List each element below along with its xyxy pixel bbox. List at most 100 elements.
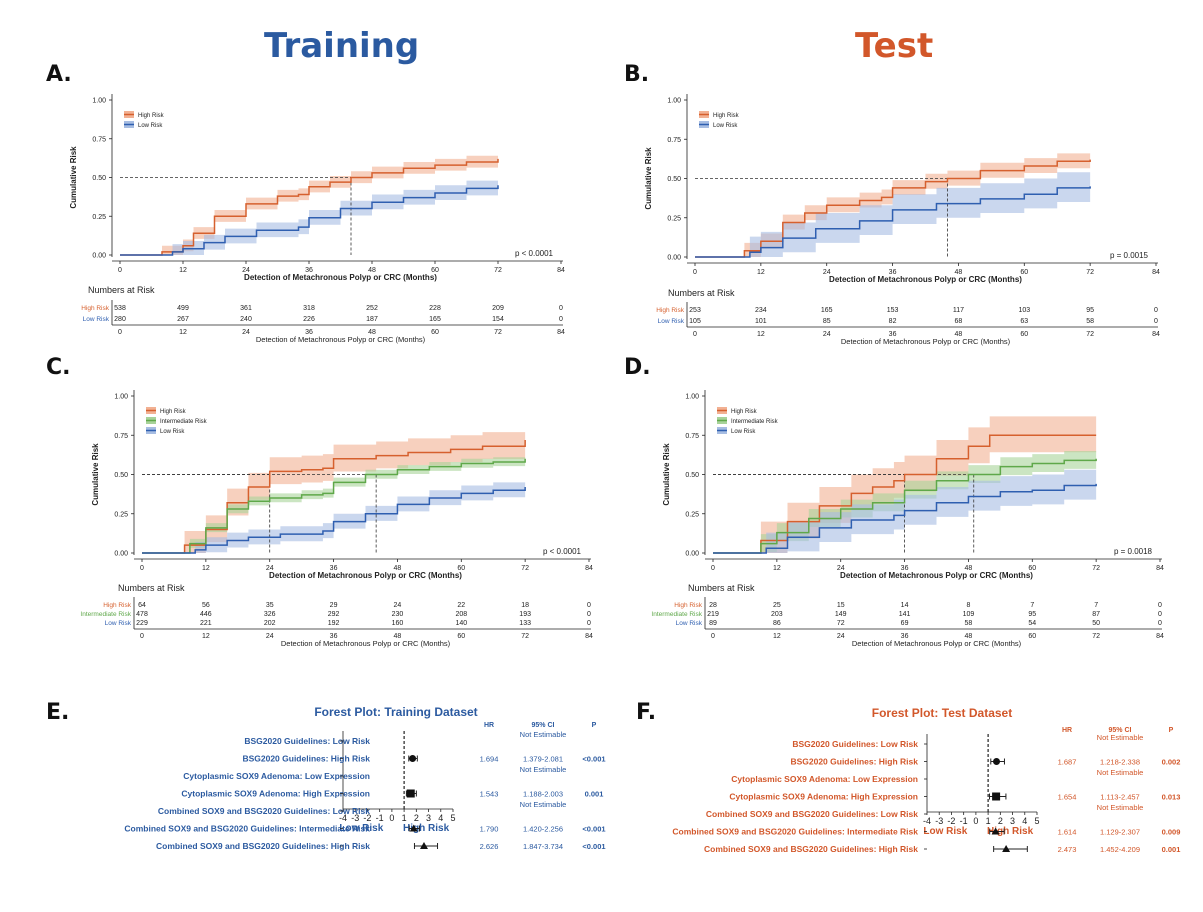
risk-value: 165 bbox=[821, 307, 833, 314]
risk-value: 87 bbox=[1092, 611, 1100, 618]
forest-row-label: Combined SOX9 and BSG2020 Guidelines: Hi… bbox=[704, 844, 918, 854]
risk-value: 0 bbox=[1158, 611, 1162, 618]
forest-p-value: 0.001 bbox=[585, 790, 604, 799]
risk-value: 361 bbox=[240, 305, 252, 312]
y-tick-label: 0.50 bbox=[667, 176, 681, 183]
km-panel-d: 0.00 0.25 0.50 0.75 1.00 0 12 24 36 48 60 72 84 Detec… bbox=[651, 390, 1164, 648]
risk-value: 193 bbox=[519, 611, 531, 618]
risk-row-label: High Risk bbox=[674, 602, 703, 609]
risk-value: 230 bbox=[392, 611, 404, 618]
risk-row-label: Low Risk bbox=[105, 620, 132, 627]
risk-value: 103 bbox=[1018, 307, 1030, 314]
forest-title: Forest Plot: Test Dataset bbox=[872, 706, 1012, 720]
risk-value: 72 bbox=[837, 620, 845, 627]
risk-value: 141 bbox=[899, 611, 911, 618]
forest-x-tick-label: 4 bbox=[1022, 816, 1027, 826]
x-tick-label: 12 bbox=[179, 267, 187, 274]
panel-letter-a: A. bbox=[46, 62, 72, 87]
forest-ci-value: 1.420-2.256 bbox=[523, 825, 563, 834]
risk-row-label: Low Risk bbox=[676, 620, 703, 627]
forest-hr-value: 1.614 bbox=[1058, 828, 1077, 837]
risk-table-x-tick: 60 bbox=[1020, 331, 1028, 338]
confidence-band-high bbox=[120, 152, 498, 255]
forest-ci-value: 1.379-2.081 bbox=[523, 755, 563, 764]
forest-p-value: <0.001 bbox=[582, 755, 605, 764]
p-value: p < 0.0001 bbox=[515, 249, 554, 258]
x-axis-title: Detection of Metachronous Polyp or CRC (… bbox=[829, 275, 1022, 284]
forest-x-tick-label: -3 bbox=[935, 816, 943, 826]
risk-table-title: Numbers at Risk bbox=[118, 583, 185, 593]
forest-x-tick-label: -3 bbox=[351, 813, 359, 823]
km-curve-high bbox=[120, 158, 499, 256]
forest-hr-value: 2.626 bbox=[480, 842, 499, 851]
legend-label: High Risk bbox=[713, 113, 740, 119]
risk-value: 252 bbox=[366, 305, 378, 312]
forest-ci-value: Not Estimable bbox=[520, 730, 567, 739]
risk-value: 95 bbox=[1086, 307, 1094, 314]
forest-ci-value: 1.188-2.003 bbox=[523, 790, 563, 799]
x-tick-label: 72 bbox=[494, 267, 502, 274]
forest-x-tick-label: 4 bbox=[438, 813, 443, 823]
panel-letter-c: C. bbox=[46, 355, 71, 380]
risk-value: 24 bbox=[394, 602, 402, 609]
risk-value: 68 bbox=[955, 318, 963, 325]
forest-x-tick-label: 3 bbox=[1010, 816, 1015, 826]
forest-hr-value: 1.687 bbox=[1058, 758, 1077, 767]
test-header: Test bbox=[855, 26, 934, 66]
x-tick-label: 84 bbox=[1152, 269, 1160, 276]
km-panel-c: 0.00 0.25 0.50 0.75 1.00 0 12 24 36 48 60 72 84 Detec… bbox=[80, 390, 593, 648]
risk-value: 25 bbox=[773, 602, 781, 609]
risk-table-title: Numbers at Risk bbox=[688, 583, 755, 593]
forest-estimate-triangle bbox=[991, 827, 1000, 835]
forest-ci-value: 1.113-2.457 bbox=[1100, 793, 1139, 802]
x-tick-label: 60 bbox=[457, 565, 465, 572]
risk-value: 221 bbox=[200, 620, 212, 627]
forest-x-tick-label: 5 bbox=[450, 813, 455, 823]
forest-row-label: BSG2020 Guidelines: High Risk bbox=[790, 757, 918, 767]
km-curve-low bbox=[120, 185, 499, 256]
km-curve-intermediate bbox=[142, 458, 526, 554]
risk-table-x-tick: 84 bbox=[585, 633, 593, 640]
risk-value: 86 bbox=[773, 620, 781, 627]
forest-estimate-square bbox=[992, 792, 1001, 801]
risk-value: 0 bbox=[559, 316, 563, 323]
forest-ci-value: Not Estimable bbox=[520, 800, 567, 809]
risk-value: 109 bbox=[963, 611, 975, 618]
y-tick-label: 0.50 bbox=[114, 472, 128, 479]
risk-value: 50 bbox=[1092, 620, 1100, 627]
risk-table-x-tick: 36 bbox=[305, 329, 313, 336]
x-tick-label: 48 bbox=[368, 267, 376, 274]
risk-value: 153 bbox=[887, 307, 899, 314]
panel-letter-f: F. bbox=[636, 700, 657, 725]
y-axis-title: Cumulative Risk bbox=[662, 443, 671, 506]
forest-row-label: Combined SOX9 and BSG2020 Guidelines: Lo… bbox=[706, 809, 918, 819]
risk-value: 35 bbox=[266, 602, 274, 609]
legend-label: High Risk bbox=[138, 113, 165, 119]
forest-ci-value: 1.847-3.734 bbox=[523, 842, 563, 851]
risk-table-x-tick: 12 bbox=[179, 329, 187, 336]
forest-panel-f: Forest Plot: Test Dataset HR 95% CI P -4 -3 -2… bbox=[672, 706, 1180, 854]
risk-value: 14 bbox=[901, 602, 909, 609]
risk-value: 446 bbox=[200, 611, 212, 618]
y-axis-title: Cumulative Risk bbox=[91, 443, 100, 506]
risk-value: 133 bbox=[519, 620, 531, 627]
risk-row-label: Intermediate Risk bbox=[651, 611, 702, 618]
y-tick-label: 0.50 bbox=[92, 175, 106, 182]
p-value: p < 0.0001 bbox=[543, 547, 582, 556]
forest-ci-value: 1.129-2.307 bbox=[1100, 828, 1140, 837]
x-tick-label: 36 bbox=[901, 565, 909, 572]
risk-value: 240 bbox=[240, 316, 252, 323]
x-tick-label: 72 bbox=[521, 565, 529, 572]
risk-value: 63 bbox=[1020, 318, 1028, 325]
risk-row-label: Intermediate Risk bbox=[80, 611, 131, 618]
risk-value: 7 bbox=[1030, 602, 1034, 609]
risk-table-x-tick: 24 bbox=[823, 331, 831, 338]
risk-table-x-tick: 48 bbox=[368, 329, 376, 336]
x-tick-label: 60 bbox=[431, 267, 439, 274]
legend-label: Low Risk bbox=[713, 123, 738, 129]
risk-value: 29 bbox=[330, 602, 338, 609]
forest-row-label: Cytoplasmic SOX9 Adenoma: Low Expression bbox=[183, 771, 370, 781]
x-tick-label: 84 bbox=[585, 565, 593, 572]
x-tick-label: 0 bbox=[693, 269, 697, 276]
forest-x-tick-label: 1 bbox=[402, 813, 407, 823]
